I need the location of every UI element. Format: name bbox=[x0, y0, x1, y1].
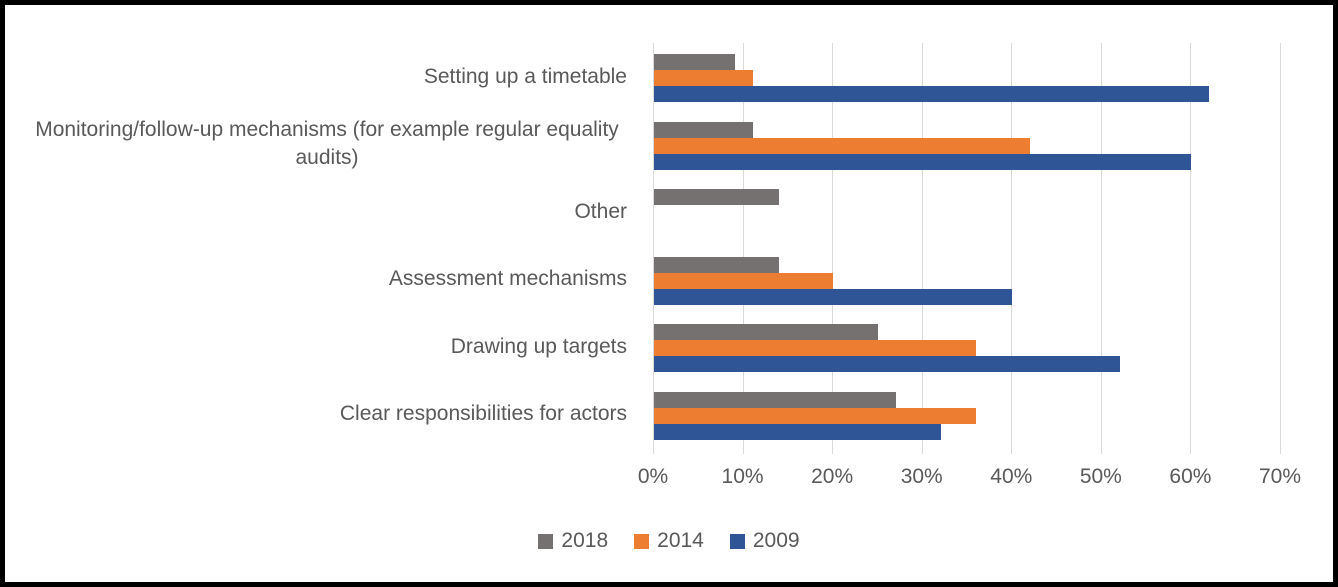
legend-label-2014: 2014 bbox=[657, 529, 704, 552]
category-label-6: Clear responsibilities for actors bbox=[27, 381, 627, 449]
bar-2014-category-6 bbox=[654, 407, 977, 424]
category-label-text: Drawing up targets bbox=[450, 334, 627, 358]
gridline-70% bbox=[1280, 43, 1281, 454]
x-tick-60%: 60% bbox=[1169, 465, 1212, 488]
bar-2018-category-4 bbox=[654, 256, 780, 273]
legend-swatch-2009 bbox=[729, 533, 745, 549]
legend-item-2014: 2014 bbox=[634, 529, 704, 553]
bar-2009-category-6 bbox=[654, 423, 941, 440]
bar-2009-category-4 bbox=[654, 288, 1013, 305]
bar-2009-category-2 bbox=[654, 153, 1192, 170]
gridline-50% bbox=[1100, 43, 1102, 454]
bar-2018-category-3 bbox=[654, 189, 780, 205]
bar-2018-category-2 bbox=[654, 121, 753, 138]
category-label-text: Setting up a timetable bbox=[423, 64, 627, 88]
category-label-2: Monitoring/follow-up mechanisms (for exa… bbox=[27, 111, 627, 179]
category-label-4: Assessment mechanisms bbox=[27, 246, 627, 314]
gridline-0% bbox=[653, 43, 654, 454]
bar-2018-category-6 bbox=[654, 391, 896, 408]
x-tick-40%: 40% bbox=[990, 465, 1033, 488]
bar-2014-category-5 bbox=[654, 340, 977, 356]
bar-2014-category-2 bbox=[654, 137, 1031, 154]
gridline-30% bbox=[921, 43, 923, 454]
x-tick-10%: 10% bbox=[721, 465, 764, 488]
bar-2018-category-5 bbox=[654, 324, 878, 340]
legend-swatch-2018 bbox=[538, 533, 554, 549]
legend-item-2018: 2018 bbox=[538, 529, 608, 553]
x-tick-50%: 50% bbox=[1079, 465, 1122, 488]
legend-swatch-2014 bbox=[634, 533, 650, 549]
category-label-text: Assessment mechanisms bbox=[388, 267, 627, 291]
category-label-text: Monitoring/follow-up mechanisms (for exa… bbox=[35, 117, 619, 170]
category-label-1: Setting up a timetable bbox=[27, 43, 627, 111]
legend-label-2009: 2009 bbox=[752, 529, 800, 552]
bar-2009-category-5 bbox=[654, 356, 1120, 372]
bar-2014-category-4 bbox=[654, 272, 834, 289]
category-label-text: Clear responsibilities for actors bbox=[339, 402, 627, 426]
x-tick-0%: 0% bbox=[637, 465, 669, 488]
bar-2014-category-1 bbox=[654, 70, 753, 86]
gridline-10% bbox=[742, 43, 744, 454]
bar-2009-category-1 bbox=[654, 86, 1210, 102]
gridline-20% bbox=[832, 43, 834, 454]
category-label-5: Drawing up targets bbox=[27, 313, 627, 381]
category-label-3: Other bbox=[27, 178, 627, 246]
legend-label-2018: 2018 bbox=[561, 529, 609, 552]
bar-2018-category-1 bbox=[654, 54, 735, 70]
x-tick-70%: 70% bbox=[1258, 465, 1302, 488]
legend: 2018 2014 2009 bbox=[5, 529, 1333, 553]
legend-item-2009: 2009 bbox=[729, 529, 800, 553]
plot-area bbox=[653, 43, 1281, 454]
gridline-40% bbox=[1011, 43, 1013, 454]
x-tick-20%: 20% bbox=[811, 465, 854, 488]
x-tick-30%: 30% bbox=[900, 465, 943, 488]
gridline-60% bbox=[1190, 43, 1192, 454]
category-label-text: Other bbox=[574, 199, 627, 223]
